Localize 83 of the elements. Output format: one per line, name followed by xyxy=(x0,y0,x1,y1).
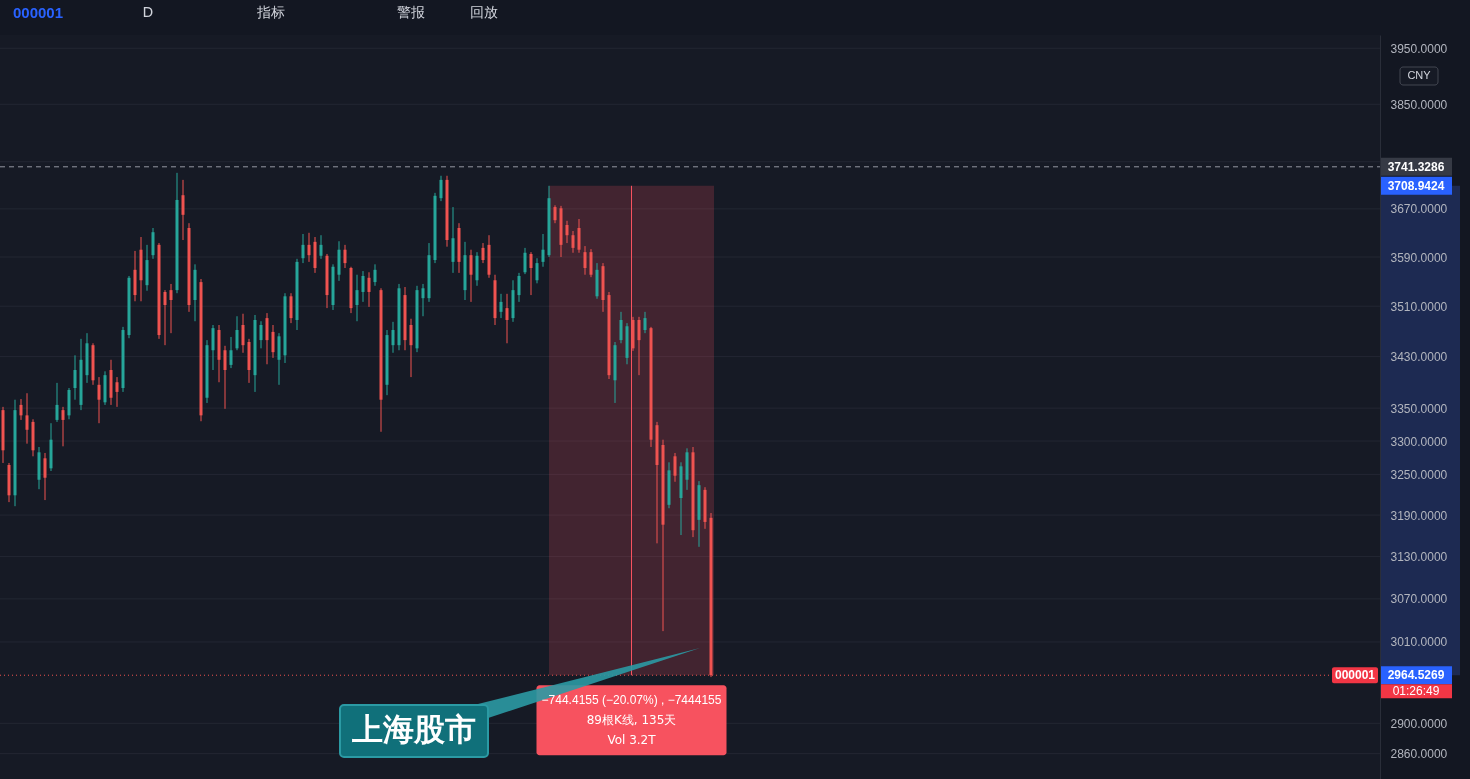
candlestick xyxy=(499,293,503,319)
y-tick-label: 3130.0000 xyxy=(1390,550,1448,565)
candlestick xyxy=(19,398,23,421)
candlestick xyxy=(529,251,533,296)
y-tick-label: 3350.0000 xyxy=(1390,401,1448,416)
candlestick xyxy=(319,234,323,260)
candlestick xyxy=(43,452,47,501)
candlestick xyxy=(517,272,521,303)
text: 000001 xyxy=(13,4,64,21)
candlestick xyxy=(643,311,647,334)
text: CNY xyxy=(1407,69,1432,81)
candlestick xyxy=(439,175,443,202)
candlestick xyxy=(25,392,29,445)
text: 01:26:49 xyxy=(1392,684,1440,699)
candlestick xyxy=(211,324,215,371)
candlestick xyxy=(259,320,263,349)
candlestick xyxy=(181,179,185,241)
candlestick xyxy=(61,406,65,447)
candlestick xyxy=(73,354,77,401)
candlestick xyxy=(229,336,233,369)
candlestick xyxy=(571,230,575,254)
candlestick xyxy=(55,382,59,423)
candlestick xyxy=(577,218,581,254)
ref-line-label: 3741.3286 xyxy=(1387,159,1445,174)
candlestick xyxy=(163,289,167,346)
candlestick xyxy=(673,452,677,483)
y-tick-label: 2900.0000 xyxy=(1390,716,1448,731)
candlestick xyxy=(469,249,473,303)
annotation: Vol 3.2T xyxy=(607,733,657,748)
y-tick-label: 3070.0000 xyxy=(1390,592,1448,607)
candlestick xyxy=(307,232,311,263)
candlestick xyxy=(451,206,455,274)
candlestick xyxy=(289,292,293,324)
candlestick xyxy=(361,270,365,303)
candlestick xyxy=(637,316,641,376)
y-tick-label: 3950.0000 xyxy=(1390,41,1448,56)
candlestick xyxy=(541,233,545,268)
candlestick xyxy=(373,263,377,287)
candlestick xyxy=(367,271,371,308)
candlestick xyxy=(235,315,239,351)
candlestick xyxy=(565,220,569,244)
candlestick xyxy=(505,293,509,344)
text: 指标 xyxy=(256,4,285,20)
y-tick-label: 3850.0000 xyxy=(1390,97,1448,112)
y-tick-label: 3300.0000 xyxy=(1390,434,1448,449)
candlestick xyxy=(409,318,413,378)
y-tick-label: 3010.0000 xyxy=(1390,635,1448,650)
text: 000001 xyxy=(1334,668,1376,683)
candlestick xyxy=(169,283,173,334)
y-tick-label: 2860.0000 xyxy=(1390,747,1448,762)
candlestick xyxy=(277,332,281,386)
candlestick xyxy=(583,245,587,276)
candlestick xyxy=(523,247,527,275)
candlestick xyxy=(391,321,395,354)
annotation: 上海股市 xyxy=(351,711,476,747)
y-tick-label: 3510.0000 xyxy=(1390,299,1448,314)
candlestick xyxy=(343,244,347,269)
y-tick-label: 3670.0000 xyxy=(1390,202,1448,217)
candlestick xyxy=(619,311,623,344)
candlestick xyxy=(223,345,227,410)
candlestick xyxy=(535,257,539,284)
candlestick xyxy=(481,242,485,264)
text: D xyxy=(142,4,154,20)
candlestick xyxy=(589,248,593,278)
y-tick-label: 3430.0000 xyxy=(1390,350,1448,365)
candlestick xyxy=(241,313,245,354)
text: 警报 xyxy=(397,4,425,20)
y-tick-label: 3590.0000 xyxy=(1390,250,1448,265)
candlestick xyxy=(301,233,305,264)
ref-line-label: 2964.5269 xyxy=(1387,668,1445,683)
candlestick xyxy=(151,227,155,260)
text: 3708.9424 xyxy=(1387,178,1445,193)
candlestick xyxy=(97,376,101,424)
candlestick xyxy=(421,283,425,317)
y-tick-label: 3190.0000 xyxy=(1390,508,1448,523)
band-label: −744.4155 (−20.07%) , −7444155 xyxy=(541,693,722,708)
candlestick xyxy=(271,324,275,359)
y-tick-label: 3250.0000 xyxy=(1390,467,1448,482)
annotation: 89根K线, 135天 xyxy=(586,713,677,728)
candlestick xyxy=(265,312,269,365)
candlestick xyxy=(355,274,359,322)
text: 回放 xyxy=(470,4,498,20)
candlestick xyxy=(115,376,119,408)
